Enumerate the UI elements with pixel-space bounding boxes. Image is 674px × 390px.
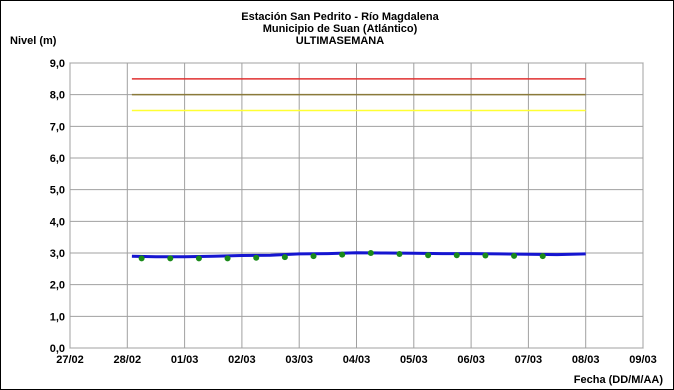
y-axis-label: Nivel (m) [10, 35, 57, 47]
level-series-point [482, 252, 489, 259]
level-series-line [131, 251, 586, 259]
tick-labels: 0,0 1,0 2,0 3,0 4,0 5,0 6,0 7,0 8,0 9,0 27/02 28/02… [50, 58, 657, 366]
level-series-point [396, 250, 403, 257]
x-tick-label: 06/03 [457, 354, 485, 366]
level-series-point [453, 252, 460, 259]
x-tick-label: 08/03 [572, 354, 600, 366]
y-tick-label: 2,0 [50, 280, 65, 292]
y-tick-label: 8,0 [50, 90, 65, 102]
level-series-point [339, 251, 346, 258]
x-tick-label: 02/03 [228, 354, 256, 366]
x-tick-label: 04/03 [343, 354, 371, 366]
x-tick-label: 01/03 [171, 354, 199, 366]
x-tick-label: 05/03 [400, 354, 428, 366]
level-series-point [138, 255, 145, 262]
level-series-point [253, 254, 260, 261]
grid [69, 62, 644, 349]
level-series-point [539, 253, 546, 260]
x-axis-label: Fecha (DD/M/AA) [574, 374, 664, 386]
x-tick-label: 09/03 [629, 354, 657, 366]
threshold-lines [131, 78, 586, 112]
chart-title-line-2: Municipio de Suan (Atlántico) [263, 23, 418, 35]
x-tick-label: 28/02 [114, 354, 142, 366]
y-tick-label: 7,0 [50, 121, 65, 133]
series-group [131, 250, 586, 262]
y-tick-label: 5,0 [50, 185, 65, 197]
level-series-point [425, 252, 432, 259]
y-tick-label: 9,0 [50, 58, 65, 70]
x-tick-label: 27/02 [56, 354, 84, 366]
chart-title-line-3: ULTIMASEMANA [296, 35, 384, 47]
y-tick-label: 1,0 [50, 311, 65, 323]
x-tick-label: 07/03 [515, 354, 543, 366]
y-tick-label: 4,0 [50, 216, 65, 228]
y-tick-label: 0,0 [50, 343, 65, 355]
level-series-point [310, 253, 317, 260]
y-tick-label: 6,0 [50, 153, 65, 165]
level-series-point [195, 255, 202, 262]
y-tick-label: 3,0 [50, 248, 65, 260]
chart-title: Estación San Pedrito - Río Magdalena Mun… [241, 11, 439, 47]
x-tick-label: 03/03 [285, 354, 313, 366]
level-series-point [224, 255, 231, 262]
level-series-point [281, 254, 288, 261]
chart-title-line-1: Estación San Pedrito - Río Magdalena [241, 11, 439, 23]
level-series-point [511, 252, 518, 259]
level-series-point [367, 250, 374, 256]
level-series-point [167, 255, 174, 262]
